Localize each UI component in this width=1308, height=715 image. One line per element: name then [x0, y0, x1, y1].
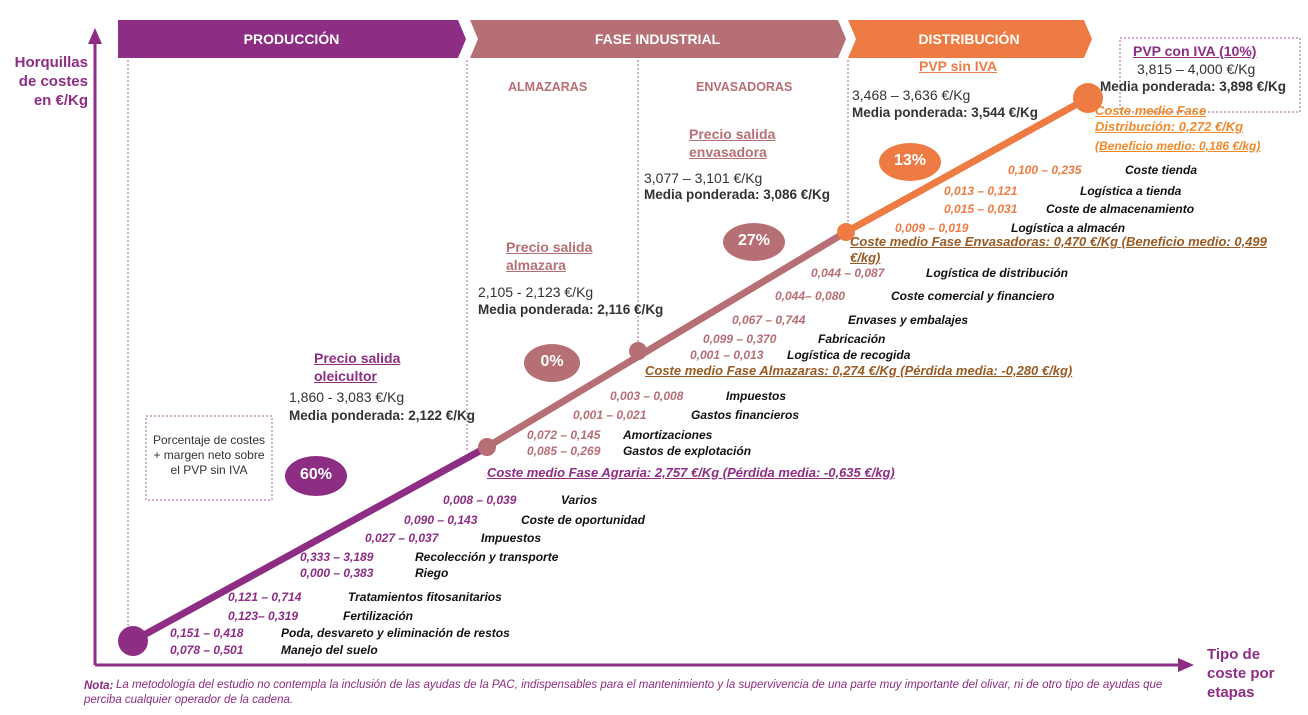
price-average: Media ponderada: 3,086 €/Kg — [644, 187, 831, 202]
phase-arrow — [848, 20, 1092, 58]
phase-arrow — [470, 20, 846, 58]
cost-name: Logística de distribución — [926, 266, 1069, 280]
cost-name: Fabricación — [818, 332, 886, 346]
subphase-label: ALMAZARAS — [508, 80, 588, 94]
cost-name: Impuestos — [726, 389, 787, 403]
cost-range: 0,000 – 0,383 — [300, 566, 374, 580]
price-title: PVP sin IVA — [919, 58, 998, 74]
cost-name: Impuestos — [481, 531, 542, 545]
note-label: Nota: — [84, 680, 114, 692]
cost-name: Envases y embalajes — [848, 313, 969, 327]
phase-label: FASE INDUSTRIAL — [594, 31, 721, 47]
price-average: Media ponderada: 2,116 €/Kg — [478, 302, 664, 317]
cost-range: 0,001 – 0,013 — [690, 348, 764, 362]
cost-range: 0,078 – 0,501 — [170, 643, 244, 657]
price-range: 3,468 – 3,636 €/Kg — [852, 87, 971, 103]
y-axis-label: Horquillas de costes en €/Kg — [14, 54, 88, 109]
subphase-label: ENVASADORAS — [696, 80, 793, 94]
cost-name: Logística a tienda — [1080, 184, 1182, 198]
cost-name: Coste de oportunidad — [521, 513, 645, 527]
cost-range: 0,044– 0,080 — [775, 289, 846, 303]
cost-range: 0,099 – 0,370 — [703, 332, 777, 346]
cost-range: 0,008 – 0,039 — [443, 493, 517, 507]
pct-badge — [285, 456, 347, 496]
x-axis-label: Tipo de coste por etapas — [1207, 646, 1275, 701]
price-range: 3,815 – 4,000 €/Kg — [1137, 61, 1256, 77]
price-average: Media ponderada: 3,544 €/Kg — [852, 105, 1039, 120]
cost-name: Manejo del suelo — [281, 643, 378, 657]
price-average: Media ponderada: 2,122 €/Kg — [289, 408, 476, 423]
cost-name: Logística a almacén — [1011, 221, 1126, 235]
cost-range: 0,015 – 0,031 — [944, 202, 1018, 216]
phase-summary: Coste medio Fase Almazaras: 0,274 €/Kg (… — [645, 363, 1073, 378]
node — [629, 342, 647, 360]
phase-summary-note: (Beneficio medio: 0,186 €/kg) — [1095, 139, 1261, 153]
price-range: 1,860 - 3,083 €/Kg — [289, 389, 405, 405]
cost-range: 0,121 – 0,714 — [228, 590, 302, 604]
phase-summary: Coste medio Fase Distribución: 0,272 €/K… — [1095, 103, 1244, 134]
price-range: 2,105 - 2,123 €/Kg — [478, 284, 594, 300]
phase-label: PRODUCCIÓN — [243, 31, 340, 47]
legend-text: Porcentaje de costes + margen neto sobre… — [152, 433, 266, 477]
phase-summary: Coste medio Fase Agraria: 2,757 €/Kg (Pé… — [487, 465, 895, 480]
cost-range: 0,085 – 0,269 — [527, 444, 601, 458]
cost-range: 0,044 – 0,087 — [811, 266, 885, 280]
phase-arrow — [118, 20, 466, 58]
percentage: 13% — [893, 152, 927, 169]
cost-range: 0,100 – 0,235 — [1008, 163, 1082, 177]
note-text: La metodología del estudio no contempla … — [84, 679, 1163, 706]
phase-label: DISTRIBUCIÓN — [918, 31, 1020, 47]
trend-segment — [485, 228, 848, 451]
pct-badge — [524, 344, 580, 382]
cost-name: Tratamientos fitosanitarios — [348, 590, 502, 604]
phase-summary: Coste medio Fase Envasadoras: 0,470 €/Kg… — [850, 234, 1267, 265]
cost-name: Recolección y transporte — [415, 550, 559, 564]
price-title: PVP con IVA (10%) — [1133, 43, 1257, 59]
dividers — [127, 60, 849, 640]
trend-segment — [131, 443, 489, 645]
cost-range: 0,067 – 0,744 — [732, 313, 806, 327]
price-title: Precio salida oleicultor — [314, 350, 401, 384]
node — [478, 438, 496, 456]
cost-name: Riego — [415, 566, 449, 580]
cost-range: 0,009 – 0,019 — [895, 221, 969, 235]
cost-range: 0,013 – 0,121 — [944, 184, 1018, 198]
legend-box — [145, 415, 273, 501]
cost-name: Poda, desvareto y eliminación de restos — [281, 626, 510, 640]
cost-range: 0,027 – 0,037 — [365, 531, 439, 545]
cost-name: Logística de recogida — [787, 348, 911, 362]
cost-range: 0,151 – 0,418 — [170, 626, 244, 640]
node — [837, 223, 855, 241]
node — [118, 626, 148, 656]
cost-name: Varios — [561, 493, 598, 507]
cost-name: Coste comercial y financiero — [891, 289, 1055, 303]
cost-range: 0,333 – 3,189 — [300, 550, 374, 564]
pct-badge — [879, 143, 941, 181]
price-title: Precio salida almazara — [506, 239, 593, 273]
cost-name: Fertilización — [343, 609, 414, 623]
pvp-box — [1119, 37, 1301, 113]
cost-range: 0,001 – 0,021 — [573, 408, 647, 422]
price-range: 3,077 – 3,101 €/Kg — [644, 170, 763, 186]
percentage: 0% — [540, 353, 564, 370]
cost-name: Coste tienda — [1125, 163, 1198, 177]
price-title: Precio salida envasadora — [689, 126, 776, 160]
price-average: Media ponderada: 3,898 €/Kg — [1100, 79, 1287, 94]
cost-name: Gastos financieros — [691, 408, 800, 422]
cost-range: 0,090 – 0,143 — [404, 513, 478, 527]
cost-range: 0,072 – 0,145 — [527, 428, 601, 442]
percentage: 27% — [737, 232, 771, 249]
axes — [88, 28, 1194, 672]
trend-segment — [844, 94, 1090, 236]
pct-badge — [723, 223, 785, 261]
cost-name: Amortizaciones — [623, 428, 713, 442]
node — [1073, 83, 1103, 113]
percentage: 60% — [299, 466, 333, 483]
cost-range: 0,123– 0,319 — [228, 609, 299, 623]
cost-name: Coste de almacenamiento — [1046, 202, 1195, 216]
cost-range: 0,003 – 0,008 — [610, 389, 684, 403]
cost-name: Gastos de explotación — [623, 444, 752, 458]
